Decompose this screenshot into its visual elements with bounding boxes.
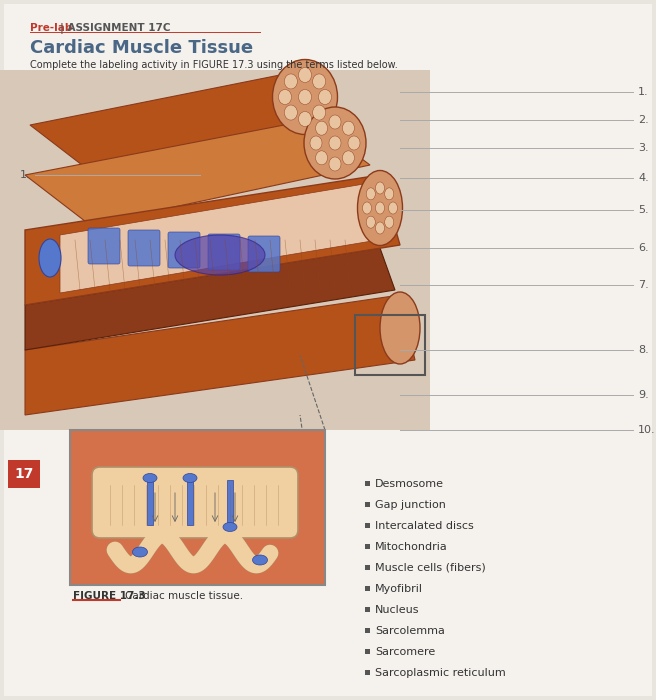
Ellipse shape: [284, 74, 297, 89]
Polygon shape: [30, 75, 340, 175]
FancyBboxPatch shape: [365, 586, 370, 591]
Text: Complete the labeling activity in FIGURE 17.3 using the terms listed below.: Complete the labeling activity in FIGURE…: [30, 60, 398, 70]
Text: 7.: 7.: [638, 280, 649, 290]
Ellipse shape: [313, 74, 325, 89]
Ellipse shape: [348, 136, 360, 150]
Ellipse shape: [329, 136, 341, 150]
FancyBboxPatch shape: [208, 234, 240, 270]
Text: 3.: 3.: [638, 143, 649, 153]
Text: 9.: 9.: [638, 390, 649, 400]
FancyBboxPatch shape: [168, 232, 200, 268]
Text: Gap junction: Gap junction: [375, 500, 446, 510]
FancyBboxPatch shape: [248, 236, 280, 272]
Polygon shape: [25, 120, 370, 225]
Ellipse shape: [342, 121, 354, 135]
Ellipse shape: [358, 171, 403, 246]
Text: 2.: 2.: [638, 115, 649, 125]
Ellipse shape: [298, 67, 312, 83]
Ellipse shape: [39, 239, 61, 277]
FancyBboxPatch shape: [187, 480, 193, 525]
Text: Sarcomere: Sarcomere: [375, 647, 435, 657]
Ellipse shape: [253, 555, 268, 565]
Text: 6.: 6.: [638, 243, 649, 253]
Text: 17: 17: [14, 467, 33, 481]
Text: | ASSIGNMENT 17C: | ASSIGNMENT 17C: [60, 22, 171, 34]
Ellipse shape: [342, 150, 354, 164]
FancyBboxPatch shape: [365, 544, 370, 549]
Ellipse shape: [329, 157, 341, 171]
Text: Nucleus: Nucleus: [375, 605, 419, 615]
Ellipse shape: [279, 90, 291, 104]
FancyBboxPatch shape: [70, 430, 325, 585]
FancyBboxPatch shape: [365, 649, 370, 654]
Ellipse shape: [319, 90, 331, 104]
FancyBboxPatch shape: [365, 607, 370, 612]
Ellipse shape: [375, 222, 384, 234]
Ellipse shape: [272, 60, 337, 134]
Ellipse shape: [384, 188, 394, 200]
Polygon shape: [25, 248, 395, 350]
FancyBboxPatch shape: [88, 228, 120, 264]
Text: 1.: 1.: [20, 170, 30, 180]
FancyBboxPatch shape: [4, 4, 652, 696]
Polygon shape: [25, 295, 415, 415]
Text: Muscle cells (fibers): Muscle cells (fibers): [375, 563, 485, 573]
Ellipse shape: [183, 473, 197, 482]
FancyBboxPatch shape: [8, 460, 40, 488]
Text: Desmosome: Desmosome: [375, 479, 444, 489]
Ellipse shape: [329, 115, 341, 129]
Ellipse shape: [384, 216, 394, 228]
Text: FIGURE 17.3: FIGURE 17.3: [73, 591, 146, 601]
Text: 4.: 4.: [638, 173, 649, 183]
FancyBboxPatch shape: [147, 480, 153, 525]
Ellipse shape: [223, 522, 237, 531]
FancyBboxPatch shape: [365, 502, 370, 507]
FancyBboxPatch shape: [92, 467, 298, 538]
FancyBboxPatch shape: [128, 230, 160, 266]
Ellipse shape: [363, 202, 371, 214]
FancyBboxPatch shape: [365, 481, 370, 486]
Ellipse shape: [304, 107, 366, 179]
Text: Cardiac Muscle Tissue: Cardiac Muscle Tissue: [30, 39, 253, 57]
Polygon shape: [25, 175, 400, 305]
Ellipse shape: [366, 216, 375, 228]
Text: Sarcolemma: Sarcolemma: [375, 626, 445, 636]
Ellipse shape: [298, 90, 312, 104]
Ellipse shape: [380, 292, 420, 364]
Ellipse shape: [310, 136, 322, 150]
Ellipse shape: [298, 111, 312, 127]
FancyBboxPatch shape: [227, 480, 233, 525]
Text: 5.: 5.: [638, 205, 649, 215]
Ellipse shape: [375, 202, 384, 214]
Ellipse shape: [143, 473, 157, 482]
Text: Pre-lab: Pre-lab: [30, 23, 72, 33]
Polygon shape: [60, 183, 390, 293]
Text: Mitochondria: Mitochondria: [375, 542, 448, 552]
Ellipse shape: [175, 235, 265, 275]
Ellipse shape: [313, 105, 325, 120]
Ellipse shape: [388, 202, 398, 214]
FancyBboxPatch shape: [0, 70, 430, 430]
Ellipse shape: [366, 188, 375, 200]
Ellipse shape: [375, 182, 384, 194]
FancyBboxPatch shape: [365, 670, 370, 675]
Text: Intercalated discs: Intercalated discs: [375, 521, 474, 531]
FancyBboxPatch shape: [365, 565, 370, 570]
Ellipse shape: [316, 150, 327, 164]
Ellipse shape: [284, 105, 297, 120]
Text: 1.: 1.: [638, 87, 649, 97]
Ellipse shape: [316, 121, 327, 135]
Text: 10.: 10.: [638, 425, 655, 435]
Text: Cardiac muscle tissue.: Cardiac muscle tissue.: [125, 591, 243, 601]
Text: Myofibril: Myofibril: [375, 584, 423, 594]
FancyBboxPatch shape: [365, 628, 370, 633]
Text: 8.: 8.: [638, 345, 649, 355]
Text: Sarcoplasmic reticulum: Sarcoplasmic reticulum: [375, 668, 506, 678]
FancyBboxPatch shape: [365, 523, 370, 528]
Ellipse shape: [133, 547, 148, 557]
